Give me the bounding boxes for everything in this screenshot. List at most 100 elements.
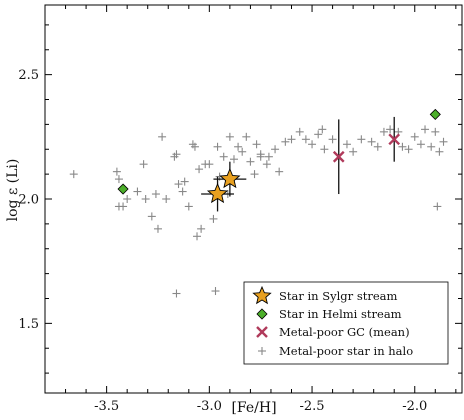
- halo-point: [197, 224, 206, 233]
- halo-point: [275, 167, 284, 176]
- legend: Star in Sylgr stream Star in Helmi stream…: [243, 281, 449, 365]
- x-tick-label: -2.5: [300, 399, 325, 414]
- y-axis-label: log ε (Li): [5, 159, 21, 222]
- halo-point: [211, 287, 220, 296]
- halo-point: [119, 202, 128, 211]
- helmi-point: [117, 183, 129, 195]
- legend-marker: [256, 308, 268, 320]
- x-tick-label: -3.0: [197, 399, 222, 414]
- y-tick-label: 2.5: [18, 68, 39, 83]
- halo-point: [193, 232, 202, 241]
- halo-point: [250, 170, 259, 179]
- halo-point: [242, 132, 251, 141]
- halo-point: [219, 152, 228, 161]
- halo-point: [379, 127, 388, 136]
- halo-point: [184, 202, 193, 211]
- halo-point: [69, 170, 78, 179]
- halo-point: [314, 130, 323, 139]
- halo-point: [271, 145, 280, 154]
- halo-point: [373, 142, 382, 151]
- halo-point: [404, 145, 413, 154]
- halo-point: [367, 137, 376, 146]
- halo-point: [205, 160, 214, 169]
- x-tick-labels: -3.5 -3.0 -2.5 -2.0: [94, 399, 427, 414]
- halo-point: [295, 127, 304, 136]
- halo-point: [123, 195, 132, 203]
- halo-point: [229, 155, 238, 164]
- halo-point: [172, 150, 181, 159]
- halo-point: [139, 160, 148, 169]
- halo-point: [427, 142, 436, 151]
- halo-point: [416, 140, 425, 149]
- halo-point: [246, 157, 255, 166]
- halo-point: [147, 212, 156, 221]
- sylgr-point: [219, 167, 241, 189]
- halo-point: [114, 175, 123, 184]
- halo-point: [342, 140, 351, 149]
- gc-point: [388, 133, 401, 146]
- gc-series-group: [332, 116, 401, 195]
- halo-point: [301, 135, 310, 144]
- halo-point: [112, 167, 121, 176]
- gc-point: [332, 150, 345, 163]
- halo-point: [153, 224, 162, 233]
- halo-point: [318, 125, 327, 134]
- halo-point: [410, 132, 419, 141]
- halo-point: [252, 140, 261, 149]
- halo-point: [213, 142, 222, 151]
- halo-point: [180, 177, 189, 186]
- axis-ticks: [45, 5, 462, 393]
- halo-point: [141, 195, 150, 203]
- y-tick-labels: 1.5 2.0 2.5: [18, 68, 39, 332]
- halo-point: [287, 135, 296, 144]
- legend-marker: [256, 326, 268, 338]
- legend-box: [243, 281, 449, 365]
- sylgr-point: [206, 182, 229, 204]
- halo-point: [281, 137, 290, 146]
- halo-point: [190, 142, 199, 151]
- halo-point: [421, 125, 430, 134]
- halo-point: [195, 165, 204, 174]
- sylgr-series-group: [201, 161, 247, 212]
- legend-marker: [252, 285, 272, 305]
- helmi-point: [429, 108, 441, 121]
- legend-label: Metal-poor GC (mean): [279, 325, 410, 339]
- halo-point: [433, 202, 442, 211]
- halo-point: [209, 214, 218, 223]
- legend-label: Star in Helmi stream: [279, 307, 402, 321]
- halo-point: [225, 132, 234, 141]
- x-tick-label: -2.0: [402, 399, 427, 414]
- legend-marker: [258, 347, 266, 355]
- halo-point: [158, 132, 167, 141]
- halo-point: [398, 142, 407, 151]
- y-tick-label: 1.5: [18, 317, 39, 332]
- halo-point: [349, 147, 358, 156]
- halo-point: [386, 125, 395, 134]
- halo-series-group: [69, 125, 448, 298]
- x-tick-label: -3.5: [94, 399, 119, 414]
- halo-point: [151, 190, 160, 199]
- halo-point: [357, 135, 366, 144]
- halo-point: [431, 127, 440, 136]
- y-tick-label: 2.0: [18, 193, 39, 208]
- halo-point: [162, 195, 171, 203]
- halo-point: [439, 137, 448, 146]
- halo-point: [178, 187, 187, 196]
- halo-point: [256, 152, 265, 161]
- halo-point: [238, 147, 247, 156]
- halo-point: [435, 147, 444, 156]
- halo-point: [262, 160, 271, 169]
- halo-point: [320, 145, 329, 154]
- halo-point: [308, 140, 317, 149]
- legend-label: Metal-poor star in halo: [279, 344, 413, 358]
- halo-point: [172, 289, 181, 298]
- halo-point: [234, 142, 243, 151]
- halo-point: [264, 152, 273, 161]
- helmi-series-group: [117, 108, 441, 195]
- halo-point: [133, 187, 142, 196]
- legend-label: Star in Sylgr stream: [279, 289, 397, 303]
- halo-point: [328, 135, 337, 144]
- x-axis-label: [Fe/H]: [231, 400, 276, 416]
- halo-point: [174, 180, 183, 189]
